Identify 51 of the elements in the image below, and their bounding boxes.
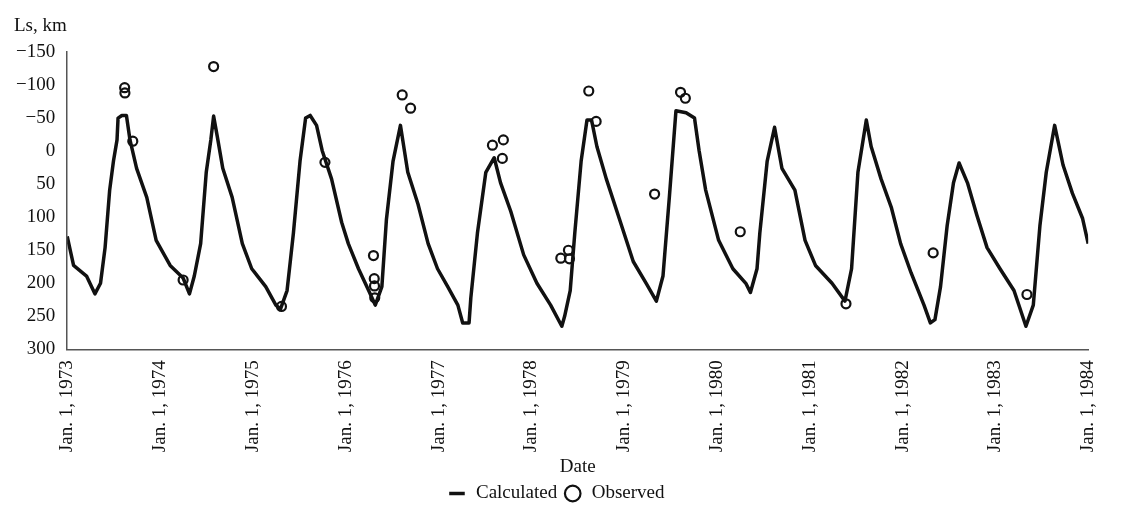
point: [208, 60, 220, 73]
x-tick-label: Jan. 1, 1983: [983, 360, 1005, 453]
point: [319, 156, 331, 168]
point: [404, 102, 417, 114]
x-tick-label: Jan. 1, 1984: [1076, 359, 1098, 453]
x-tick-label: Jan. 1, 1982: [890, 360, 912, 453]
point: [368, 280, 381, 292]
x-tick-label: Jan. 1, 1974: [147, 359, 169, 453]
point: [497, 134, 509, 146]
point: [119, 82, 131, 94]
y-tick-label: 300: [26, 337, 56, 359]
point: [927, 247, 939, 259]
point: [119, 87, 131, 99]
point: [486, 139, 499, 151]
y-tick-label: 200: [26, 271, 56, 293]
y-tick-label: −150: [16, 39, 56, 61]
point: [127, 135, 139, 147]
y-tick-label: −100: [16, 73, 56, 95]
point: [177, 274, 189, 286]
point: [674, 86, 687, 98]
y-tick-label: 150: [26, 238, 56, 260]
y-tick-label: −50: [25, 106, 56, 128]
point: [368, 273, 380, 285]
point: [840, 298, 852, 310]
point: [1021, 288, 1033, 301]
y-tick-label: 0: [45, 139, 56, 161]
legend-label: Calculated: [475, 481, 558, 503]
point: [583, 85, 595, 97]
x-tick-label: Jan. 1, 1975: [240, 360, 262, 453]
y-tick-label: 100: [26, 205, 56, 227]
x-tick-label: Jan. 1, 1981: [797, 360, 819, 453]
x-tick-label: Jan. 1, 1978: [519, 360, 541, 453]
point: [367, 249, 380, 262]
point: [555, 252, 567, 264]
x-tick-label: Jan. 1, 1977: [426, 360, 448, 453]
point: [648, 188, 661, 200]
point: [275, 300, 288, 313]
x-tick-label: Jan. 1, 1976: [333, 360, 355, 453]
point: [734, 226, 746, 238]
y-tick-label: 50: [36, 172, 56, 194]
x-axis-title: Date: [559, 454, 596, 476]
x-tick-label: Jan. 1, 1979: [612, 360, 634, 453]
point: [396, 89, 408, 101]
legend-label: Observed: [591, 481, 666, 503]
y-axis-title: Ls, km: [14, 14, 67, 36]
x-tick-label: Jan. 1, 1980: [704, 360, 726, 453]
x-tick-label: Jan. 1, 1973: [55, 360, 77, 453]
point: [679, 92, 691, 104]
point: [496, 152, 508, 164]
y-tick-label: 250: [26, 304, 56, 326]
point: [590, 115, 602, 127]
